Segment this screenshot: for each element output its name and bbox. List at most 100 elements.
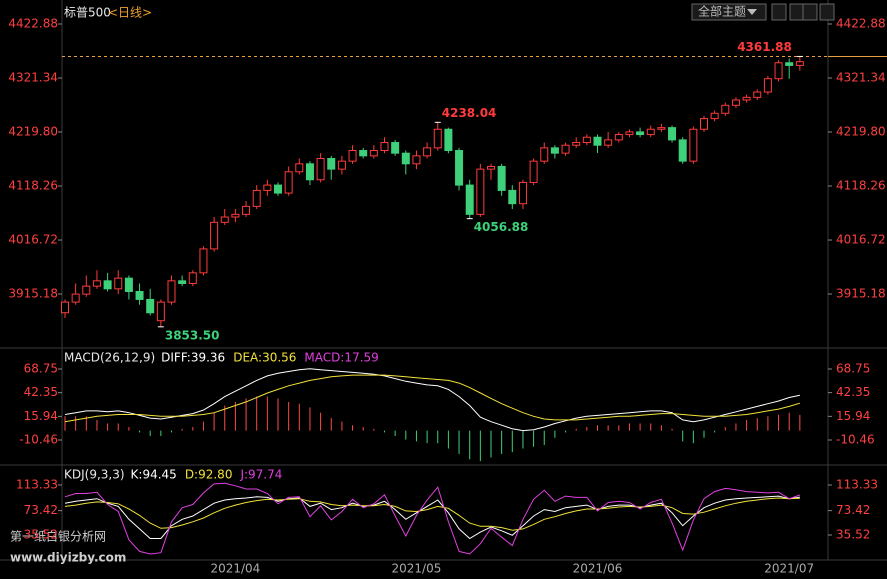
legend-entry: MACD:17.59 <box>304 351 378 365</box>
candle-body <box>146 298 155 314</box>
candle-body <box>572 142 581 146</box>
candle-body <box>646 128 655 136</box>
dropdown-arrow <box>747 9 757 15</box>
candle-body <box>465 184 474 215</box>
candle-body <box>604 139 613 146</box>
x-tick-label: 2021/05 <box>392 562 442 576</box>
candle-body <box>82 285 91 295</box>
y-tick-label: 4422.88 <box>8 16 58 30</box>
y2-tick-label: 4321.34 <box>836 71 886 85</box>
y2-tick-label: 73.42 <box>836 503 870 517</box>
candle-body <box>359 150 368 157</box>
candle-body <box>199 248 208 274</box>
annotation-label: 3853.50 <box>165 328 220 342</box>
tool-icon[interactable] <box>819 3 835 21</box>
candle-body <box>263 184 272 191</box>
candle-body <box>423 147 432 157</box>
candle-body <box>252 189 261 207</box>
x-tick-label: 2021/06 <box>573 562 623 576</box>
candle-body <box>242 205 251 215</box>
candle-body <box>785 62 794 66</box>
candle-body <box>327 157 336 170</box>
indicator-line <box>64 374 801 423</box>
candle-body <box>636 131 645 136</box>
indicator-line <box>64 495 800 540</box>
candle-body <box>763 78 772 93</box>
candle-body <box>774 62 783 80</box>
candle-body <box>742 96 751 101</box>
theme-button-label: 全部主题 <box>698 4 746 19</box>
candle-body <box>61 301 69 314</box>
candle-body <box>156 301 165 322</box>
candle-body <box>231 213 240 218</box>
indicator-line <box>64 482 801 555</box>
candle-body <box>188 272 197 284</box>
y-tick-label: 15.94 <box>24 409 58 423</box>
candle-body <box>614 134 623 141</box>
candle-body <box>476 168 485 215</box>
candle-body <box>433 128 442 149</box>
candle-body <box>337 160 346 170</box>
frame <box>0 0 887 561</box>
candle-body <box>625 131 634 136</box>
y2-tick-label: 4016.72 <box>836 233 886 247</box>
legend-entry: K:94.45 <box>131 468 177 482</box>
candle-body <box>274 184 282 194</box>
legend-entry: D:92.80 <box>185 468 233 482</box>
candle-body <box>369 150 378 157</box>
y2-tick-label: 4422.88 <box>836 16 886 30</box>
candle-body <box>391 142 400 154</box>
candle-body <box>71 293 80 303</box>
y2-tick-label: 4118.26 <box>836 179 886 193</box>
indicator-line <box>64 497 800 531</box>
candle-body <box>178 280 187 284</box>
candle-body <box>582 136 591 144</box>
tool-icon[interactable] <box>789 3 805 21</box>
y2-tick-label: 68.75 <box>836 362 870 376</box>
candle-body <box>284 171 293 194</box>
candle-body <box>316 157 325 181</box>
y2-tick-label: 3915.18 <box>836 287 886 301</box>
candle-body <box>678 139 687 162</box>
legend-title: KDJ(9,3,3) <box>64 468 125 482</box>
candle-body <box>668 127 677 141</box>
candle-body <box>295 163 304 173</box>
candle-body <box>348 150 357 162</box>
candle-body <box>210 221 219 250</box>
candle-body <box>92 280 101 287</box>
y2-tick-label: 113.33 <box>836 477 878 491</box>
tool-icon[interactable] <box>802 3 818 21</box>
y2-tick-label: 15.94 <box>836 409 870 423</box>
legend-entry: J:97.74 <box>239 468 282 482</box>
y2-tick-label: 4219.80 <box>836 125 886 139</box>
x-tick-label: 2021/04 <box>210 562 260 576</box>
watermark-url: www.diyizby.com <box>10 551 126 565</box>
candle-body <box>593 136 602 146</box>
tool-icon[interactable] <box>771 3 787 21</box>
y-tick-label: 73.42 <box>24 503 58 517</box>
candle-body <box>135 290 144 300</box>
x-tick-label: 2021/07 <box>764 562 814 576</box>
candle-body <box>731 99 740 106</box>
chart-subtitle: <日线> <box>108 6 152 20</box>
candle-body <box>444 128 453 152</box>
candle-body <box>114 277 123 290</box>
candle-body <box>305 163 314 181</box>
y-tick-label: 4321.34 <box>8 71 58 85</box>
y-tick-label: 4118.26 <box>8 179 58 193</box>
candle-body <box>167 280 176 303</box>
y-tick-label: 3915.18 <box>8 287 58 301</box>
candle-body <box>550 147 559 154</box>
legend-entry: DEA:30.56 <box>233 351 296 365</box>
theme-button[interactable] <box>691 3 767 21</box>
candle-body <box>220 216 229 223</box>
candle-body <box>710 112 719 120</box>
y-tick-label: 4016.72 <box>8 233 58 247</box>
chart-title: 标普500 <box>64 6 111 20</box>
y-tick-label: -10.46 <box>19 433 58 447</box>
candle-body <box>124 277 133 292</box>
legend-title: MACD(26,12,9) <box>64 351 155 365</box>
candle-body <box>103 280 112 290</box>
candle-body <box>401 152 410 165</box>
